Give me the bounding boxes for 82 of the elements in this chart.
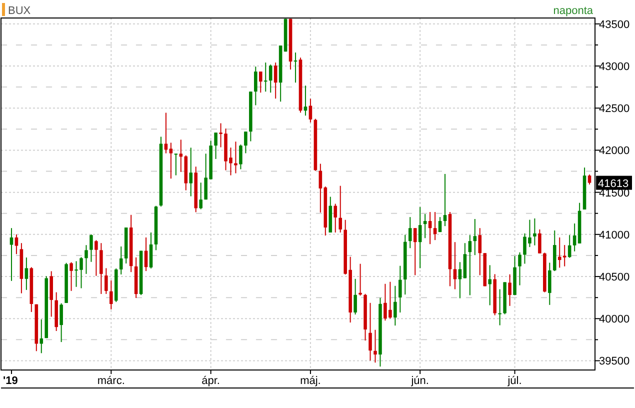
x-tick-label: márc. bbox=[97, 375, 125, 387]
x-tick-label: júl. bbox=[506, 375, 522, 387]
y-tick-label: 43500 bbox=[599, 18, 630, 31]
candlestick bbox=[478, 228, 482, 276]
candlestick bbox=[458, 262, 462, 299]
candlestick bbox=[10, 228, 14, 282]
candlestick bbox=[308, 98, 312, 123]
candlestick bbox=[358, 263, 362, 296]
candlestick bbox=[110, 280, 113, 310]
candlestick bbox=[368, 302, 372, 362]
y-tick-label: 40500 bbox=[599, 272, 630, 284]
candlestick bbox=[199, 182, 202, 210]
candlestick bbox=[508, 274, 512, 306]
candlestick bbox=[50, 270, 53, 318]
x-tick-label: '19 bbox=[3, 375, 18, 387]
candlestick bbox=[548, 262, 552, 306]
candlestick bbox=[70, 262, 73, 292]
candlestick bbox=[214, 132, 218, 160]
candlestick bbox=[14, 234, 18, 255]
candlestick bbox=[453, 242, 457, 290]
candlestick bbox=[174, 153, 178, 176]
candlestick bbox=[473, 218, 477, 256]
candlestick bbox=[268, 64, 272, 94]
candlestick bbox=[533, 218, 536, 246]
candlestick bbox=[488, 264, 492, 306]
x-tick-label: ápr. bbox=[202, 375, 220, 387]
candlestick bbox=[413, 228, 417, 276]
y-tick-label: 41000 bbox=[599, 229, 630, 242]
candlestick bbox=[304, 85, 308, 116]
candlestick bbox=[40, 318, 44, 354]
candlestick bbox=[438, 216, 442, 233]
candlestick bbox=[234, 141, 238, 174]
candlestick bbox=[189, 147, 193, 197]
candlestick bbox=[90, 234, 93, 262]
annotation: 41613 bbox=[598, 178, 629, 190]
candlestick bbox=[423, 214, 427, 239]
candlestick bbox=[398, 265, 402, 313]
candlestick bbox=[254, 66, 258, 106]
candlestick bbox=[394, 285, 397, 326]
chart-subtitle: naponta bbox=[553, 5, 594, 17]
candlestick bbox=[354, 278, 357, 316]
candlestick bbox=[24, 256, 28, 290]
y-tick-label: 42000 bbox=[599, 145, 630, 158]
candlestick bbox=[294, 52, 298, 84]
candlestick bbox=[408, 216, 412, 249]
candlestick bbox=[119, 246, 123, 275]
candlestick bbox=[164, 112, 168, 154]
candlestick bbox=[149, 232, 153, 269]
candlestick bbox=[264, 62, 268, 92]
y-tick-label: 42500 bbox=[599, 103, 630, 116]
candlestick bbox=[418, 206, 422, 269]
candlestick bbox=[94, 240, 98, 276]
candlestick bbox=[538, 228, 542, 254]
candlestick bbox=[572, 222, 576, 252]
candlestick bbox=[100, 242, 103, 294]
candlestick bbox=[468, 234, 472, 296]
candlestick bbox=[274, 62, 278, 100]
candlestick bbox=[518, 252, 522, 286]
candlestick bbox=[498, 288, 502, 326]
candlestick bbox=[568, 234, 572, 258]
y-tick-label: 39500 bbox=[599, 356, 630, 368]
x-tick-label: máj. bbox=[300, 375, 321, 387]
candlestick bbox=[84, 244, 88, 274]
y-tick-label: 43000 bbox=[599, 61, 630, 73]
candlestick bbox=[338, 185, 342, 233]
candlestick bbox=[374, 329, 377, 364]
candlestick bbox=[239, 144, 242, 170]
x-tick-label: jún. bbox=[410, 375, 429, 387]
candlestick bbox=[244, 131, 248, 154]
candlestick bbox=[443, 173, 447, 227]
chart-title: BUX bbox=[8, 5, 32, 17]
candlestick bbox=[588, 174, 592, 185]
y-tick-label: 40000 bbox=[599, 314, 630, 326]
candlestick bbox=[179, 139, 183, 172]
candlestick bbox=[60, 302, 63, 343]
candlestick bbox=[318, 163, 322, 214]
candlestick bbox=[169, 142, 173, 180]
candlestick bbox=[258, 71, 262, 94]
candlestick bbox=[428, 212, 432, 245]
candlestick bbox=[334, 203, 338, 233]
candlestick bbox=[104, 268, 108, 294]
candlestick bbox=[433, 212, 437, 241]
